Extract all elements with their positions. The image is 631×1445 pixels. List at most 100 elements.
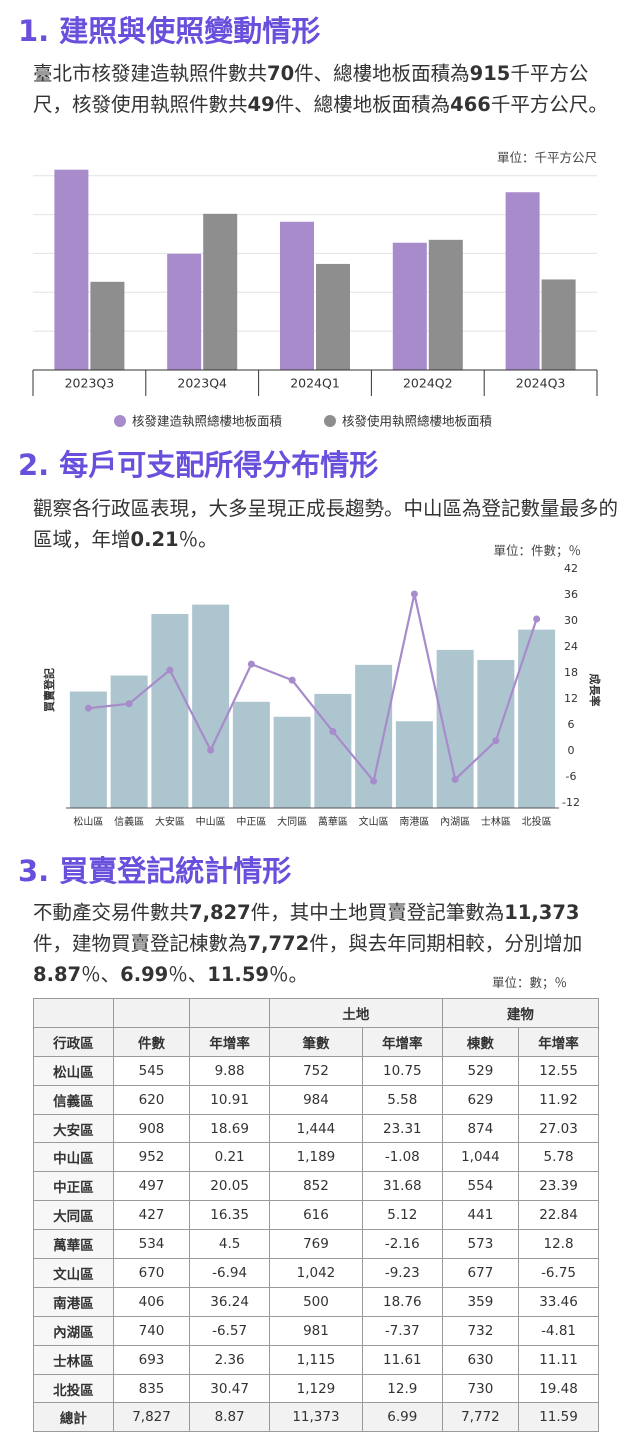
table-cell: 984	[269, 1084, 363, 1115]
table-cell: 677	[441, 1258, 520, 1288]
text-run: ％。	[178, 528, 218, 551]
x-tick-label: 北投區	[522, 815, 552, 828]
x-tick-label: 內湖區	[440, 816, 470, 828]
table-cell: 11.61	[361, 1344, 443, 1375]
section-title: 2. 每戶可支配所得分布情形	[18, 448, 379, 482]
bar	[541, 279, 576, 370]
x-tick-label: 2023Q3	[65, 376, 115, 391]
paragraph: 臺北市核發建造執照件數共70件、總樓地板面積為915千平方公尺，核發使用執照件數…	[33, 58, 618, 120]
line-point	[288, 676, 296, 684]
text-run: 臺北市核發建造執照件數共	[33, 62, 268, 85]
bar	[192, 604, 230, 808]
table-cell: -7.37	[361, 1315, 443, 1346]
table-row: 松山區 545 9.88 752 10.75 529 12.55	[33, 1055, 599, 1086]
line-point	[125, 700, 133, 708]
table-cell: 497	[112, 1171, 191, 1202]
bar	[232, 701, 270, 808]
bar	[518, 629, 556, 808]
table-cell: -6.94	[189, 1258, 271, 1288]
x-tick-label: 2023Q4	[177, 376, 227, 391]
bar	[392, 242, 427, 370]
bar	[428, 239, 463, 370]
header-cell: 年增率	[189, 1026, 271, 1057]
x-tick-label: 文山區	[359, 815, 389, 828]
table-cell: 萬華區	[33, 1229, 114, 1260]
table-cell: 11,373	[269, 1402, 363, 1433]
table-cell: 5.78	[518, 1142, 599, 1173]
table-cell: 629	[441, 1084, 520, 1115]
x-tick-label: 中山區	[196, 815, 226, 828]
bar	[505, 192, 540, 370]
table-cell: 1,189	[269, 1142, 363, 1173]
table-row: 內湖區 740 -6.57 981 -7.37 732 -4.81	[33, 1315, 599, 1346]
table-cell: 30.47	[189, 1373, 271, 1404]
x-tick-label: 中正區	[236, 815, 266, 828]
table-cell: 670	[112, 1258, 191, 1288]
table-cell: 981	[269, 1315, 363, 1346]
legend-label: 核發建造執照總樓地板面積	[132, 414, 283, 429]
x-tick-label: 萬華區	[318, 815, 348, 828]
line-point	[84, 704, 92, 712]
table-cell: 740	[112, 1315, 191, 1346]
text-run: 6.99	[120, 963, 169, 986]
unit-label: 單位：千平方公尺	[496, 150, 597, 165]
text-run: ％、	[81, 963, 121, 986]
bar	[314, 693, 352, 808]
text-run: 千平方公尺，核發使用執照件數共	[33, 62, 589, 116]
group-header: 土地	[269, 998, 443, 1028]
line-point	[410, 590, 418, 598]
bar	[316, 263, 350, 370]
header-cell	[33, 998, 114, 1028]
bar	[436, 649, 474, 808]
table-cell: -4.81	[518, 1315, 599, 1346]
y2-tick-label: 18	[564, 666, 578, 679]
header-cell: 棟數	[441, 1026, 520, 1057]
x-tick-label: 2024Q2	[403, 376, 453, 391]
table-cell: 630	[441, 1344, 520, 1375]
table-cell: 359	[441, 1286, 520, 1317]
legend-marker	[114, 415, 126, 427]
header-cell: 件數	[112, 1026, 191, 1057]
paragraph: 觀察各行政區表現，大多呈現正成長趨勢。中山區為登記數量最多的區域，年增0.21％…	[33, 493, 618, 555]
text-run: 不動產交易件數共	[33, 901, 190, 924]
table-row: 信義區 620 10.91 984 5.58 629 11.92	[33, 1084, 599, 1115]
unit-label: 單位：數；％	[491, 975, 567, 990]
table-cell: 大安區	[33, 1113, 114, 1144]
table-cell: 769	[269, 1229, 363, 1260]
text-run: 件，與去年同期相較，分別增加	[309, 932, 583, 955]
text-run: ％、	[168, 963, 208, 986]
bar	[280, 221, 314, 370]
line-point	[166, 666, 174, 674]
table-cell: 1,044	[441, 1142, 520, 1173]
table-cell: 中正區	[33, 1171, 114, 1202]
line-point	[492, 737, 500, 745]
table-cell: 5.12	[361, 1200, 443, 1231]
table-cell: 信義區	[33, 1084, 114, 1115]
table-cell: 10.75	[361, 1055, 443, 1086]
y2-tick-label: -12	[562, 796, 580, 809]
text-run: 8.87	[33, 963, 82, 986]
table-cell: 27.03	[518, 1113, 599, 1144]
table-cell: 9.88	[189, 1055, 271, 1086]
legend-marker	[324, 415, 336, 427]
line-point	[207, 746, 215, 754]
table-row: 南港區 406 36.24 500 18.76 359 33.46	[33, 1286, 599, 1317]
table-cell: 36.24	[189, 1286, 271, 1317]
y2-tick-label: 12	[564, 692, 578, 705]
text-run: ％。	[268, 963, 308, 986]
table-cell: 北投區	[33, 1373, 114, 1404]
table-cell: 南港區	[33, 1286, 114, 1317]
line-point	[370, 777, 378, 785]
bar	[151, 614, 189, 808]
table-cell: 427	[112, 1200, 191, 1231]
table-cell: 11.59	[518, 1402, 599, 1433]
table-row: 萬華區 534 4.5 769 -2.16 573 12.8	[33, 1229, 599, 1260]
table-cell: 19.48	[518, 1373, 599, 1404]
bar	[395, 721, 433, 808]
table-cell: 4.5	[189, 1229, 271, 1260]
table-cell: 1,444	[269, 1113, 363, 1144]
bar	[54, 169, 89, 370]
text-run: 0.21	[130, 528, 179, 551]
group-header: 建物	[441, 998, 600, 1028]
line	[88, 593, 538, 784]
